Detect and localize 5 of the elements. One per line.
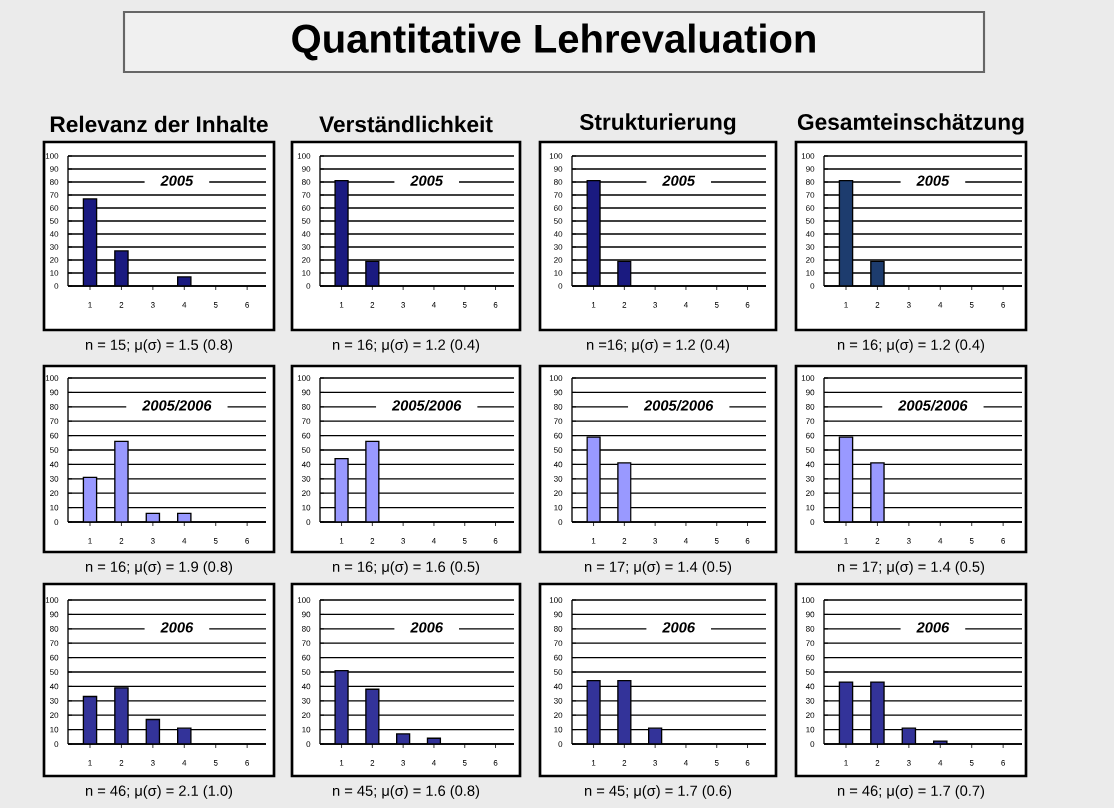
chart-title: Gesamteinschätzung [797,113,1024,135]
chart-title: Relevanz der Inhalte [50,115,268,133]
text: Quantitative Lehrevaluation [292,23,815,61]
chart-title: Verständlichkeit [319,115,493,133]
chart-title: Strukturierung [579,113,736,135]
